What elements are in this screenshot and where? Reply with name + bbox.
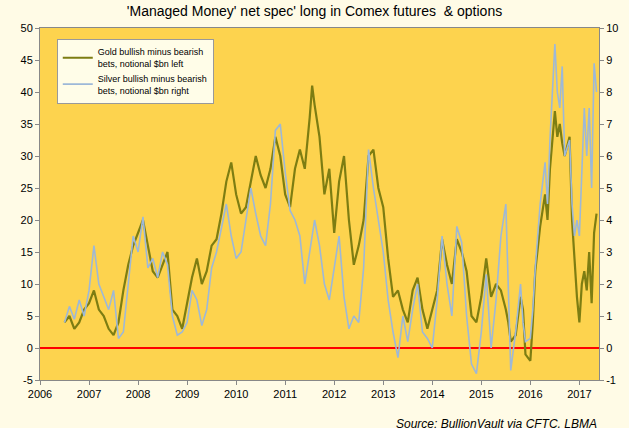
svg-text:40: 40 [21,86,33,98]
svg-text:35: 35 [21,118,33,130]
svg-text:'Managed Money' net spec' long: 'Managed Money' net spec' long in Comex … [127,3,502,19]
svg-text:50: 50 [21,22,33,34]
svg-text:20: 20 [21,214,33,226]
svg-text:6: 6 [606,150,612,162]
svg-text:2013: 2013 [371,388,395,400]
svg-text:2017: 2017 [567,388,591,400]
svg-text:Gold bullish minus bearishbets: Gold bullish minus bearishbets, notional… [98,47,204,69]
svg-text:2011: 2011 [273,388,297,400]
svg-text:0: 0 [27,342,33,354]
svg-text:Source: BullionVault via CFTC,: Source: BullionVault via CFTC, LBMA [396,417,597,428]
svg-text:-5: -5 [23,374,33,386]
svg-text:Silver bullish minus bearishbe: Silver bullish minus bearishbets, notion… [98,74,207,96]
svg-text:4: 4 [606,214,612,226]
svg-text:8: 8 [606,86,612,98]
svg-text:0: 0 [606,342,612,354]
svg-text:2009: 2009 [175,388,199,400]
svg-text:2016: 2016 [518,388,542,400]
svg-text:45: 45 [21,54,33,66]
svg-text:7: 7 [606,118,612,130]
svg-text:2012: 2012 [322,388,346,400]
svg-text:2008: 2008 [126,388,150,400]
svg-text:25: 25 [21,182,33,194]
svg-text:-1: -1 [606,374,616,386]
svg-text:10: 10 [21,278,33,290]
svg-text:15: 15 [21,246,33,258]
svg-text:10: 10 [606,22,618,34]
svg-text:2014: 2014 [420,388,444,400]
svg-text:2006: 2006 [28,388,52,400]
svg-text:5: 5 [606,182,612,194]
svg-text:2: 2 [606,278,612,290]
svg-text:2007: 2007 [77,388,101,400]
svg-text:30: 30 [21,150,33,162]
svg-text:1: 1 [606,310,612,322]
svg-text:5: 5 [27,310,33,322]
svg-text:3: 3 [606,246,612,258]
svg-text:9: 9 [606,54,612,66]
svg-text:2010: 2010 [224,388,248,400]
svg-text:2015: 2015 [469,388,493,400]
